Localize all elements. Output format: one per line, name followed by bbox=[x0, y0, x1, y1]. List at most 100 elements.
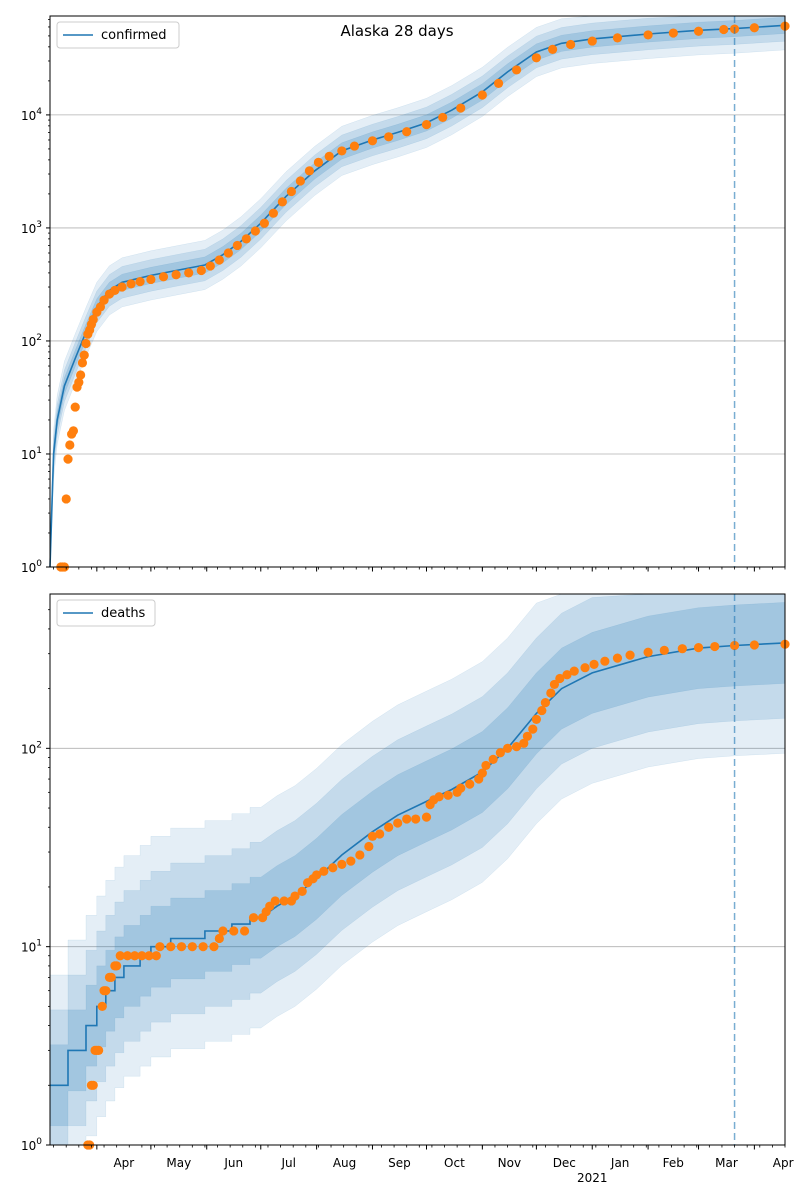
x-year-label: 2021 bbox=[577, 1171, 608, 1185]
observed-point bbox=[205, 261, 215, 271]
observed-point bbox=[495, 748, 505, 758]
observed-point bbox=[77, 358, 88, 368]
observed-point bbox=[214, 933, 224, 944]
observed-point bbox=[117, 282, 127, 292]
observed-point bbox=[555, 673, 565, 684]
x-tick-label: Oct bbox=[444, 1156, 465, 1170]
x-tick-label: Sep bbox=[388, 1156, 411, 1170]
observed-point bbox=[481, 760, 491, 771]
observed-point bbox=[68, 426, 79, 436]
observed-point bbox=[144, 951, 154, 961]
y-tick-label: 103 bbox=[21, 220, 42, 236]
observed-point bbox=[421, 120, 432, 130]
y-tick-label: 100 bbox=[21, 1137, 42, 1153]
observed-point bbox=[151, 951, 161, 961]
observed-point bbox=[239, 926, 250, 936]
figure-title: Alaska 28 days bbox=[340, 22, 453, 40]
observed-point bbox=[402, 127, 412, 137]
observed-point bbox=[355, 850, 365, 860]
observed-point bbox=[290, 891, 300, 901]
observed-point bbox=[364, 841, 374, 852]
observed-point bbox=[710, 641, 720, 652]
observed-point bbox=[95, 302, 106, 312]
observed-point bbox=[158, 272, 169, 282]
y-tick-label: 101 bbox=[21, 939, 42, 955]
observed-point bbox=[393, 818, 403, 828]
y-tick-label: 101 bbox=[21, 446, 42, 462]
x-tick-label: Apr bbox=[773, 1156, 794, 1170]
observed-point bbox=[438, 112, 448, 123]
observed-point bbox=[477, 768, 487, 778]
observed-point bbox=[659, 645, 669, 655]
observed-point bbox=[729, 640, 740, 651]
observed-point bbox=[115, 951, 125, 961]
observed-point bbox=[259, 218, 269, 228]
x-tick-label: Aug bbox=[333, 1156, 356, 1170]
observed-point bbox=[589, 659, 599, 669]
observed-point bbox=[61, 494, 71, 504]
y-tick-label: 102 bbox=[21, 333, 42, 349]
observed-point bbox=[337, 146, 347, 156]
observed-point bbox=[465, 779, 475, 789]
legend-label: deaths bbox=[101, 606, 146, 621]
observed-point bbox=[63, 454, 73, 464]
observed-point bbox=[209, 942, 219, 952]
x-tick-label: Jul bbox=[280, 1156, 295, 1170]
observed-point bbox=[367, 831, 378, 841]
observed-point bbox=[137, 951, 147, 961]
observed-point bbox=[279, 896, 289, 906]
observed-point bbox=[580, 663, 590, 673]
observed-point bbox=[643, 647, 653, 657]
observed-point bbox=[749, 23, 759, 33]
observed-point bbox=[76, 370, 86, 380]
observed-point bbox=[130, 951, 140, 961]
observed-point bbox=[531, 714, 541, 724]
observed-point bbox=[587, 36, 597, 46]
observed-point bbox=[312, 870, 322, 880]
observed-point bbox=[612, 653, 623, 663]
observed-point bbox=[643, 30, 653, 40]
observed-point bbox=[214, 255, 224, 265]
observed-point bbox=[421, 812, 432, 822]
axes-frame bbox=[49, 15, 786, 568]
observed-point bbox=[493, 78, 504, 88]
observed-point bbox=[749, 640, 759, 650]
observed-point bbox=[328, 863, 338, 873]
observed-point bbox=[88, 1080, 98, 1090]
observed-point bbox=[74, 377, 84, 387]
observed-point bbox=[196, 265, 206, 276]
observed-point bbox=[106, 972, 116, 982]
observed-point bbox=[324, 151, 334, 161]
observed-point bbox=[693, 643, 704, 653]
observed-point bbox=[402, 814, 412, 824]
x-tick-label: Dec bbox=[553, 1156, 576, 1170]
observed-point bbox=[270, 896, 280, 906]
observed-point bbox=[126, 279, 136, 289]
observed-point bbox=[456, 103, 466, 113]
x-tick-label: Nov bbox=[498, 1156, 521, 1170]
observed-point bbox=[286, 186, 296, 197]
observed-point bbox=[384, 822, 394, 832]
y-tick-label: 102 bbox=[21, 740, 42, 756]
observed-point bbox=[250, 226, 260, 236]
legend: confirmed bbox=[56, 21, 180, 49]
observed-point bbox=[79, 350, 89, 360]
observed-point bbox=[719, 24, 729, 35]
observed-point bbox=[110, 285, 120, 296]
observed-point bbox=[546, 688, 556, 698]
observed-point bbox=[155, 942, 165, 952]
confirmed-panel: 100 101 102 103 104 confirmed bbox=[21, 15, 790, 575]
observed-point bbox=[223, 248, 233, 258]
observed-point bbox=[625, 650, 635, 660]
legend: deaths bbox=[56, 599, 156, 627]
observed-point bbox=[313, 157, 324, 167]
observed-point bbox=[612, 33, 623, 43]
observed-point bbox=[548, 44, 558, 54]
x-tick-label: Apr bbox=[113, 1156, 134, 1170]
uncertainty-band bbox=[49, 15, 786, 568]
observed-point bbox=[522, 731, 532, 741]
observed-point bbox=[443, 790, 453, 800]
observed-point bbox=[537, 705, 547, 716]
observed-point bbox=[88, 314, 98, 325]
